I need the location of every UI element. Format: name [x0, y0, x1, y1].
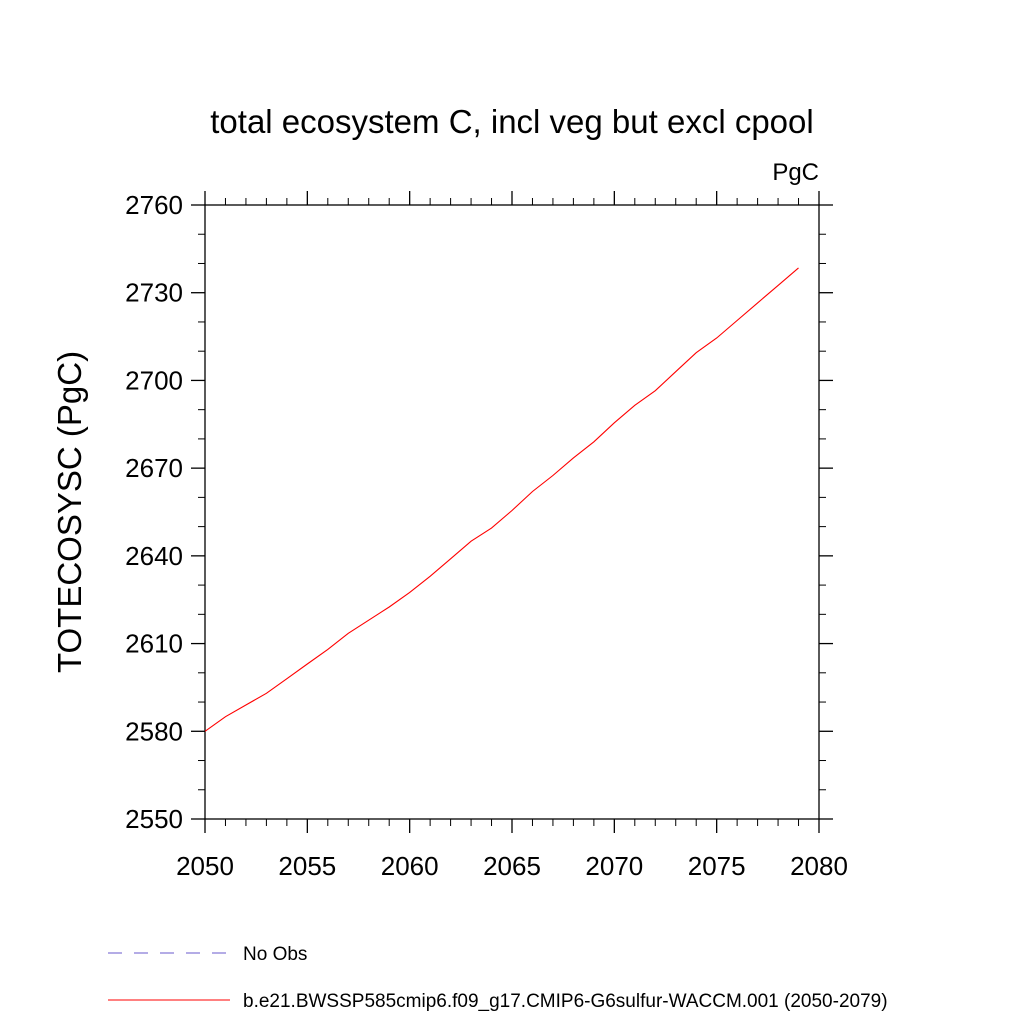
series-layer [204, 267, 799, 732]
y-tick-label: 2760 [125, 190, 183, 220]
y-tick-label: 2610 [125, 629, 183, 659]
y-tick-label: 2550 [125, 804, 183, 834]
x-tick-label: 2065 [483, 851, 541, 881]
x-tick-label: 2075 [688, 851, 746, 881]
legend-label-1: b.e21.BWSSP585cmip6.f09_g17.CMIP6-G6sulf… [243, 991, 888, 1012]
ticks: 2050 2055 2060 2065 2070 2075 2080 2550 2580 2610… [125, 190, 848, 881]
y-tick-label: 2730 [125, 278, 183, 308]
x-tick-label: 2060 [381, 851, 439, 881]
legend: No Obs b.e21.BWSSP585cmip6.f09_g17.CMIP6-… [108, 944, 888, 1012]
series-line-0 [204, 267, 799, 732]
chart-title: total ecosystem C, incl veg but excl cpo… [210, 103, 813, 140]
x-tick-label: 2070 [585, 851, 643, 881]
y-tick-label: 2670 [125, 453, 183, 483]
x-tick-label: 2080 [790, 851, 848, 881]
y-tick-label: 2580 [125, 716, 183, 746]
y-axis-label: TOTECOSYSC (PgC) [51, 351, 88, 673]
units-label: PgC [772, 159, 819, 186]
y-tick-label: 2640 [125, 541, 183, 571]
axes [204, 204, 820, 820]
legend-label-0: No Obs [243, 944, 307, 965]
plot-frame [204, 204, 820, 820]
x-tick-label: 2050 [176, 851, 234, 881]
y-tick-label: 2700 [125, 365, 183, 395]
x-tick-label: 2055 [278, 851, 336, 881]
